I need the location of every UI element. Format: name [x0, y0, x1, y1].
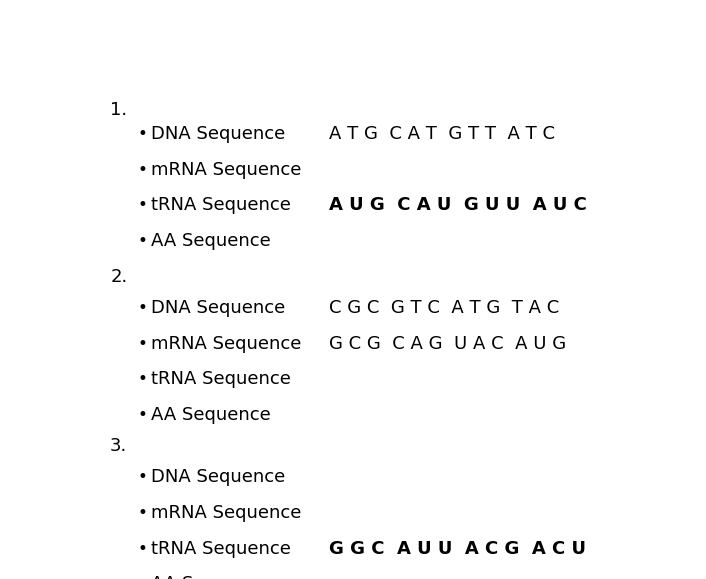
Text: •: • [138, 232, 148, 250]
Text: AA Sequence: AA Sequence [151, 406, 271, 424]
Text: G C G  C A G  U A C  A U G: G C G C A G U A C A U G [329, 335, 566, 353]
Text: DNA Sequence: DNA Sequence [151, 299, 285, 317]
Text: •: • [138, 335, 148, 353]
Text: 3.: 3. [110, 437, 127, 455]
Text: •: • [138, 196, 148, 214]
Text: mRNA Sequence: mRNA Sequence [151, 504, 301, 522]
Text: tRNA Sequence: tRNA Sequence [151, 540, 291, 558]
Text: DNA Sequence: DNA Sequence [151, 468, 285, 486]
Text: •: • [138, 504, 148, 522]
Text: DNA Sequence: DNA Sequence [151, 125, 285, 143]
Text: G G C  A U U  A C G  A C U: G G C A U U A C G A C U [329, 540, 586, 558]
Text: AA Sequence: AA Sequence [151, 232, 271, 250]
Text: AA Sequence: AA Sequence [151, 576, 271, 579]
Text: •: • [138, 468, 148, 486]
Text: •: • [138, 125, 148, 143]
Text: tRNA Sequence: tRNA Sequence [151, 196, 291, 214]
Text: •: • [138, 540, 148, 558]
Text: 1.: 1. [110, 101, 127, 119]
Text: tRNA Sequence: tRNA Sequence [151, 371, 291, 389]
Text: •: • [138, 576, 148, 579]
Text: 2.: 2. [110, 268, 127, 286]
Text: •: • [138, 371, 148, 389]
Text: mRNA Sequence: mRNA Sequence [151, 161, 301, 179]
Text: •: • [138, 299, 148, 317]
Text: A T G  C A T  G T T  A T C: A T G C A T G T T A T C [329, 125, 555, 143]
Text: mRNA Sequence: mRNA Sequence [151, 335, 301, 353]
Text: C G C  G T C  A T G  T A C: C G C G T C A T G T A C [329, 299, 559, 317]
Text: •: • [138, 161, 148, 179]
Text: •: • [138, 406, 148, 424]
Text: A U G  C A U  G U U  A U C: A U G C A U G U U A U C [329, 196, 587, 214]
